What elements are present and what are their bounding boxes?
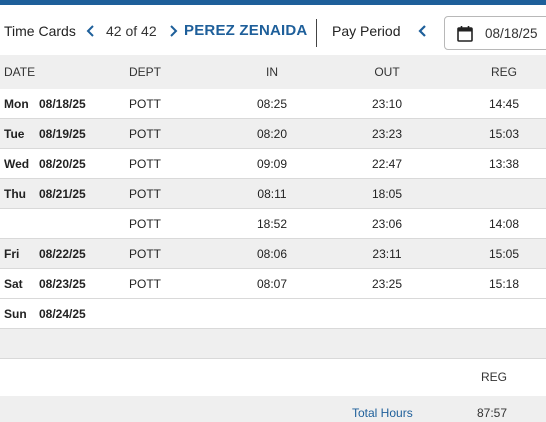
- row-day: Sun: [4, 306, 27, 321]
- table-header: DATE DEPT IN OUT REG: [0, 55, 546, 89]
- row-date: [39, 209, 119, 238]
- row-day: Mon: [4, 96, 29, 111]
- total-hours-label: Total Hours: [352, 406, 413, 420]
- row-out: [347, 299, 427, 328]
- row-in: 08:11: [257, 186, 287, 201]
- pay-period-date-value: 08/18/25: [485, 26, 538, 41]
- row-reg: [464, 179, 544, 208]
- row-date: 08/19/25: [39, 126, 86, 141]
- row-out: 23:06: [371, 216, 403, 231]
- table-row[interactable]: Wed 08/20/25 POTT 09:09 22:47 13:38: [0, 149, 546, 179]
- row-reg: 15:03: [488, 126, 520, 141]
- row-in: 08:25: [256, 96, 288, 111]
- row-out: 23:25: [371, 276, 403, 291]
- row-date: 08/22/25: [39, 246, 86, 261]
- row-out: 23:11: [372, 246, 402, 261]
- row-dept: POTT: [129, 246, 161, 261]
- row-reg: 14:08: [488, 216, 520, 231]
- summary-total-row: Total Hours 87:57: [0, 396, 546, 422]
- table-row[interactable]: Sat 08/23/25 POTT 08:07 23:25 15:18: [0, 269, 546, 299]
- prev-employee-button[interactable]: [82, 22, 100, 40]
- pay-period-label: Pay Period: [332, 23, 401, 39]
- row-dept: POTT: [129, 156, 161, 171]
- timecard-header: Time Cards 42 of 42 PEREZ ZENAIDA Pay Pe…: [0, 5, 546, 55]
- empty-row: [0, 329, 546, 359]
- total-hours-value: 87:57: [476, 406, 508, 420]
- row-reg: 13:38: [488, 156, 520, 171]
- table-row[interactable]: Fri 08/22/25 POTT 08:06 23:11 15:05: [0, 239, 546, 269]
- record-counter: 42 of 42: [106, 23, 157, 39]
- row-out: 23:23: [371, 126, 403, 141]
- row-out: 22:47: [371, 156, 403, 171]
- row-day: Wed: [4, 156, 30, 171]
- chevron-left-icon: [418, 25, 426, 37]
- calendar-icon[interactable]: [456, 25, 474, 43]
- row-reg: 15:18: [488, 276, 520, 291]
- header-divider: [316, 19, 317, 47]
- row-date: 08/23/25: [39, 276, 86, 291]
- row-dept: POTT: [129, 96, 161, 111]
- row-date: 08/20/25: [39, 156, 86, 171]
- column-header-date: DATE: [4, 65, 36, 79]
- row-out: 23:10: [371, 96, 403, 111]
- row-day: Tue: [4, 126, 25, 141]
- row-dept: POTT: [129, 276, 161, 291]
- table-row[interactable]: Mon 08/18/25 POTT 08:25 23:10 14:45: [0, 89, 546, 119]
- row-in: 08:06: [256, 246, 288, 261]
- pay-period-date-picker[interactable]: 08/18/25: [444, 16, 546, 50]
- summary-column-reg: REG: [480, 370, 507, 384]
- row-dept: [129, 299, 189, 328]
- page-title: Time Cards: [4, 23, 76, 39]
- row-in: 08:20: [256, 126, 288, 141]
- row-day: Sat: [4, 276, 23, 291]
- row-reg: [464, 299, 544, 328]
- employee-name[interactable]: PEREZ ZENAIDA: [184, 22, 308, 39]
- chevron-left-icon: [86, 25, 94, 37]
- row-dept: POTT: [129, 216, 161, 231]
- next-employee-button[interactable]: [164, 22, 182, 40]
- summary-header: REG: [0, 360, 546, 396]
- column-header-out: OUT: [374, 65, 400, 79]
- column-header-in: IN: [266, 65, 278, 79]
- row-dept: POTT: [129, 126, 161, 141]
- column-header-dept: DEPT: [129, 65, 162, 79]
- row-out: 18:05: [371, 186, 403, 201]
- row-date: 08/24/25: [39, 306, 86, 321]
- row-day: [4, 209, 38, 238]
- row-reg: 15:05: [488, 246, 520, 261]
- chevron-right-icon: [170, 25, 178, 37]
- table-row[interactable]: Thu 08/21/25 POTT 08:11 18:05: [0, 179, 546, 209]
- top-accent-bar: [0, 0, 546, 5]
- row-date: 08/18/25: [39, 96, 86, 111]
- table-row[interactable]: Tue 08/19/25 POTT 08:20 23:23 15:03: [0, 119, 546, 149]
- table-row[interactable]: POTT 18:52 23:06 14:08: [0, 209, 546, 239]
- column-header-reg: REG: [490, 65, 517, 79]
- table-row[interactable]: Sun 08/24/25: [0, 299, 546, 329]
- row-day: Fri: [4, 246, 20, 261]
- timecard-table: DATE DEPT IN OUT REG Mon 08/18/25 POTT 0…: [0, 55, 546, 329]
- row-in: 09:09: [256, 156, 288, 171]
- row-day: Thu: [4, 186, 26, 201]
- prev-pay-period-button[interactable]: [414, 22, 432, 40]
- row-reg: 14:45: [488, 96, 520, 111]
- row-in: 08:07: [256, 276, 288, 291]
- row-date: 08/21/25: [39, 186, 86, 201]
- row-in: [232, 299, 312, 328]
- row-dept: POTT: [129, 186, 161, 201]
- row-in: 18:52: [256, 216, 288, 231]
